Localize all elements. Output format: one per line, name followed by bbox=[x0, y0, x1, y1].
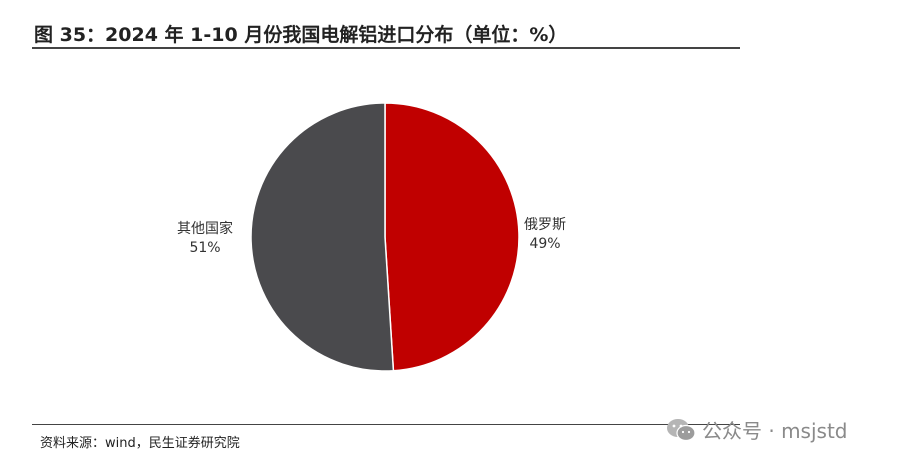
source-note: 资料来源：wind，民生证券研究院 bbox=[40, 436, 240, 451]
slice-label-1: 俄罗斯 bbox=[524, 217, 566, 233]
slice-value-2: 51% bbox=[189, 240, 220, 256]
watermark: 公众号 · msjstd bbox=[666, 415, 848, 444]
slice-label-2: 其他国家 bbox=[177, 220, 233, 237]
footer-divider bbox=[32, 424, 740, 425]
wechat-icon bbox=[667, 418, 696, 441]
slice-value-1: 49% bbox=[529, 236, 560, 252]
pie-slice-1 bbox=[384, 102, 520, 372]
title-divider bbox=[32, 47, 740, 49]
pie-slice-2 bbox=[250, 102, 395, 372]
chart-title: 图 35：2024 年 1-10 月份我国电解铝进口分布（单位：%） bbox=[34, 24, 568, 46]
watermark-text: 公众号 · msjstd bbox=[702, 419, 848, 443]
